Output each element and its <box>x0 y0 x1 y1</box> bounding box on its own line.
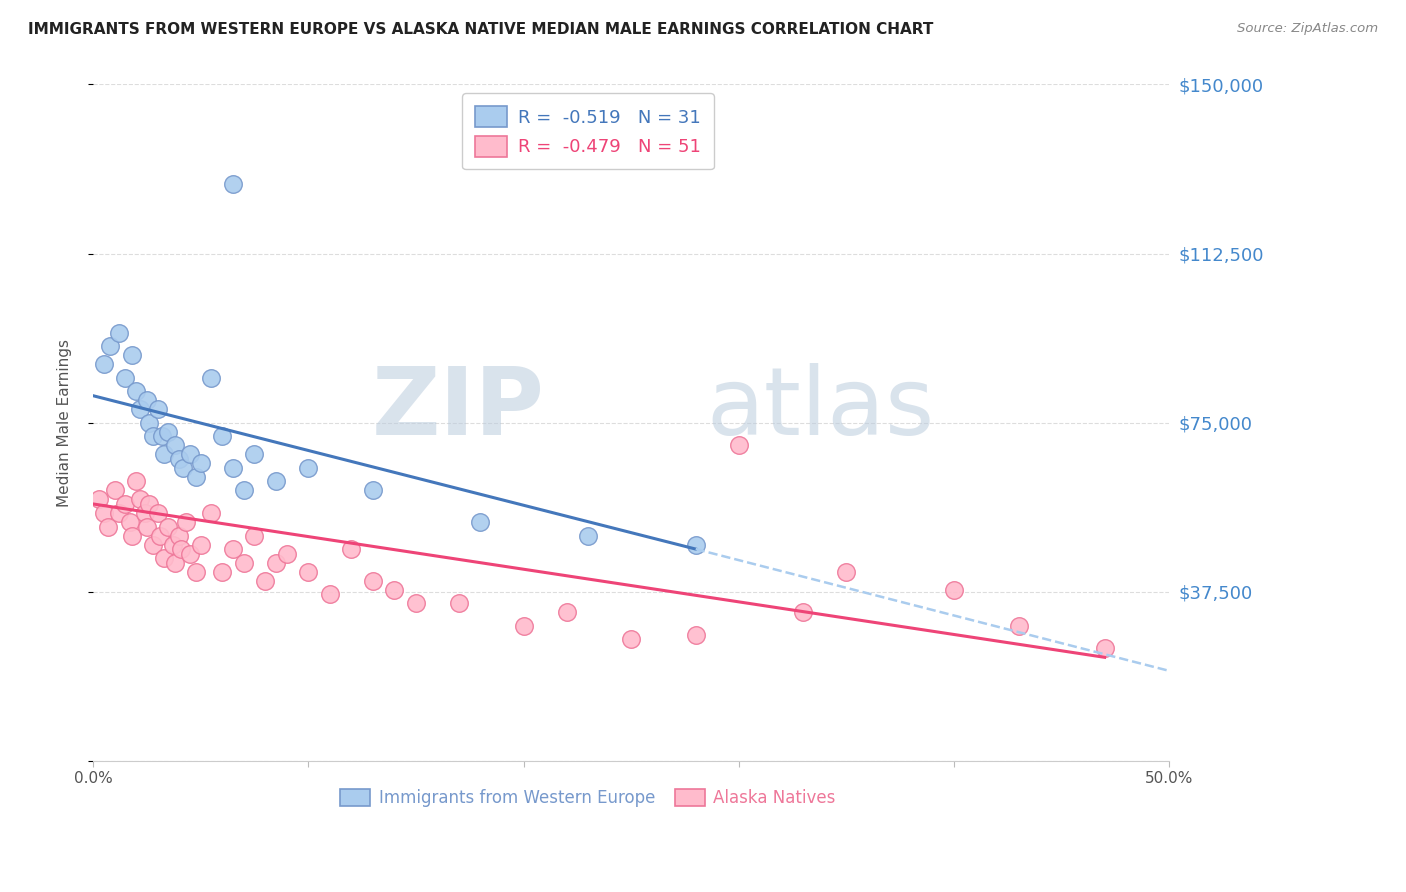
Point <box>232 483 254 498</box>
Point <box>835 565 858 579</box>
Point <box>405 596 427 610</box>
Point <box>222 461 245 475</box>
Point <box>1007 619 1029 633</box>
Point <box>340 542 363 557</box>
Point <box>142 429 165 443</box>
Point <box>179 447 201 461</box>
Point <box>190 537 212 551</box>
Point <box>129 402 152 417</box>
Point <box>157 425 180 439</box>
Point <box>727 438 749 452</box>
Point <box>211 429 233 443</box>
Point <box>211 565 233 579</box>
Point <box>138 416 160 430</box>
Point <box>361 574 384 588</box>
Y-axis label: Median Male Earnings: Median Male Earnings <box>58 339 72 507</box>
Point <box>200 506 222 520</box>
Point <box>232 556 254 570</box>
Point <box>167 451 190 466</box>
Point <box>792 605 814 619</box>
Point <box>222 177 245 191</box>
Point <box>162 537 184 551</box>
Point <box>108 506 131 520</box>
Point <box>93 357 115 371</box>
Point <box>98 339 121 353</box>
Point <box>135 519 157 533</box>
Point <box>186 565 208 579</box>
Point <box>685 628 707 642</box>
Point <box>146 506 169 520</box>
Point <box>685 537 707 551</box>
Point <box>620 632 643 647</box>
Point <box>125 475 148 489</box>
Point <box>135 393 157 408</box>
Point <box>150 429 173 443</box>
Point <box>114 370 136 384</box>
Point <box>163 438 186 452</box>
Point <box>470 515 492 529</box>
Point <box>254 574 277 588</box>
Point <box>118 515 141 529</box>
Point <box>179 547 201 561</box>
Point <box>243 447 266 461</box>
Point <box>264 556 287 570</box>
Point <box>361 483 384 498</box>
Point <box>153 447 176 461</box>
Point <box>167 528 190 542</box>
Legend: Immigrants from Western Europe, Alaska Natives: Immigrants from Western Europe, Alaska N… <box>333 782 842 814</box>
Point <box>93 506 115 520</box>
Point <box>114 497 136 511</box>
Point <box>447 596 470 610</box>
Point <box>146 402 169 417</box>
Text: ZIP: ZIP <box>373 363 546 455</box>
Point <box>297 461 319 475</box>
Point <box>576 528 599 542</box>
Point <box>186 470 208 484</box>
Text: atlas: atlas <box>706 363 935 455</box>
Point <box>243 528 266 542</box>
Point <box>1094 641 1116 656</box>
Text: Source: ZipAtlas.com: Source: ZipAtlas.com <box>1237 22 1378 36</box>
Point <box>555 605 578 619</box>
Point <box>319 587 342 601</box>
Point <box>174 515 197 529</box>
Point <box>200 370 222 384</box>
Point <box>276 547 298 561</box>
Point <box>264 475 287 489</box>
Point <box>222 542 245 557</box>
Point <box>97 519 120 533</box>
Point <box>142 537 165 551</box>
Point <box>190 456 212 470</box>
Point <box>512 619 534 633</box>
Point <box>121 528 143 542</box>
Point <box>89 492 111 507</box>
Point <box>382 582 405 597</box>
Point <box>129 492 152 507</box>
Point <box>125 384 148 399</box>
Point <box>170 542 193 557</box>
Point <box>121 348 143 362</box>
Text: IMMIGRANTS FROM WESTERN EUROPE VS ALASKA NATIVE MEDIAN MALE EARNINGS CORRELATION: IMMIGRANTS FROM WESTERN EUROPE VS ALASKA… <box>28 22 934 37</box>
Point <box>149 528 172 542</box>
Point <box>172 461 194 475</box>
Point <box>138 497 160 511</box>
Point <box>153 551 176 566</box>
Point <box>103 483 125 498</box>
Point <box>157 519 180 533</box>
Point <box>943 582 966 597</box>
Point <box>297 565 319 579</box>
Point <box>134 506 156 520</box>
Point <box>163 556 186 570</box>
Point <box>108 326 131 340</box>
